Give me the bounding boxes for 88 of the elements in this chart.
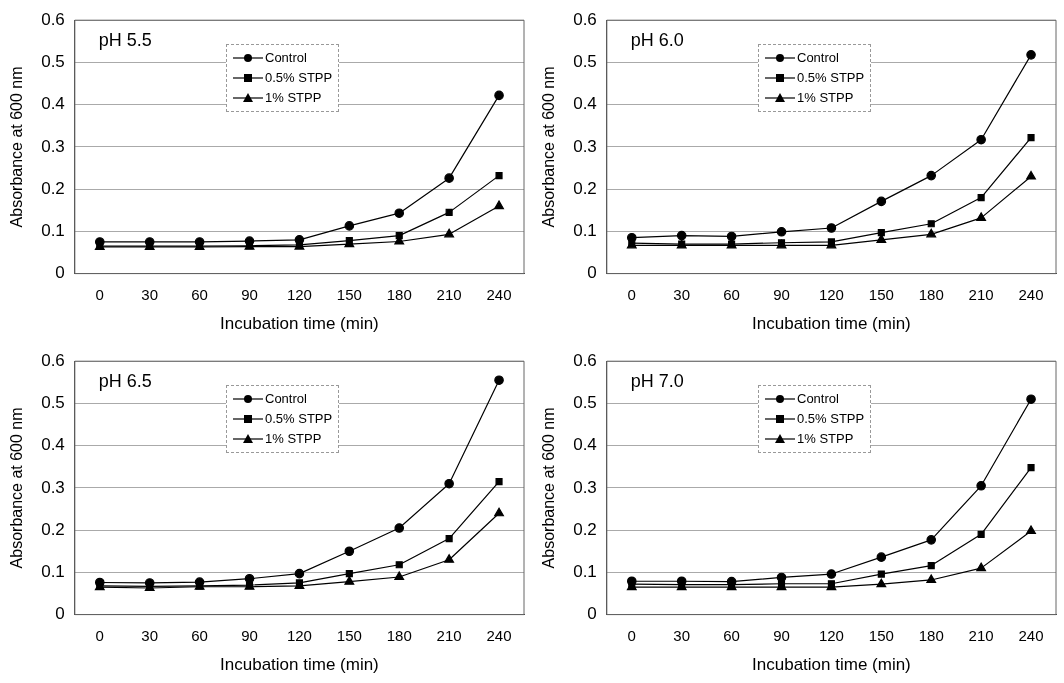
- x-tick-label: 60: [191, 285, 208, 303]
- x-tick-label: 60: [723, 626, 740, 644]
- x-tick-label: 60: [723, 285, 740, 303]
- y-tick-label: 0.1: [573, 562, 597, 582]
- y-tick-label: 0.6: [41, 9, 65, 29]
- x-tick-label: 0: [627, 285, 636, 303]
- x-tick-label: 240: [486, 626, 512, 644]
- annotation: pH 6.5: [98, 371, 152, 392]
- x-tick-label: 0: [627, 626, 636, 644]
- x-tick-label: 180: [918, 626, 944, 644]
- legend-label: Control: [797, 49, 839, 67]
- x-tick-label: 150: [336, 626, 362, 644]
- legend-label: 0.5% STPP: [265, 69, 333, 87]
- x-axis-title: Incubation time (min): [220, 655, 379, 675]
- y-tick-label: 0: [55, 263, 65, 283]
- x-tick-label: 60: [191, 626, 208, 644]
- y-tick-label: 0: [587, 604, 597, 624]
- legend-label: 1% STPP: [797, 89, 854, 107]
- y-tick-label: 0.2: [41, 178, 65, 198]
- x-tick-label: 180: [386, 626, 412, 644]
- x-tick-label: 90: [241, 626, 258, 644]
- x-tick-label: 30: [141, 285, 159, 303]
- y-tick-label: 0.3: [573, 136, 597, 156]
- y-axis-title: Absorbance at 600 nm: [8, 407, 26, 569]
- annotation: pH 5.5: [98, 30, 152, 51]
- x-tick-label: 90: [773, 626, 790, 644]
- y-tick-label: 0.2: [573, 178, 597, 198]
- x-tick-label: 30: [141, 626, 159, 644]
- x-axis-title: Incubation time (min): [752, 655, 911, 675]
- legend-label: 1% STPP: [265, 89, 322, 107]
- y-tick-label: 0.1: [573, 221, 597, 241]
- x-tick-label: 90: [773, 285, 790, 303]
- y-tick-label: 0.4: [41, 94, 65, 114]
- y-axis-title: Absorbance at 600 nm: [8, 66, 26, 228]
- x-tick-label: 210: [436, 285, 462, 303]
- legend-label: 0.5% STPP: [265, 410, 333, 428]
- y-tick-label: 0.2: [573, 519, 597, 539]
- x-tick-label: 120: [286, 285, 312, 303]
- x-tick-label: 240: [1018, 626, 1044, 644]
- legend-label: 0.5% STPP: [797, 69, 865, 87]
- x-tick-label: 150: [868, 626, 894, 644]
- x-tick-label: 210: [968, 626, 994, 644]
- y-axis-title: Absorbance at 600 nm: [540, 66, 558, 228]
- y-tick-label: 0.3: [41, 136, 65, 156]
- y-tick-label: 0.5: [41, 52, 65, 72]
- y-tick-label: 0.4: [573, 94, 597, 114]
- y-tick-label: 0.4: [41, 435, 65, 455]
- x-tick-label: 240: [1018, 285, 1044, 303]
- y-tick-label: 0.6: [41, 350, 65, 370]
- legend-label: Control: [797, 390, 839, 408]
- x-tick-label: 120: [286, 626, 312, 644]
- legend-label: 0.5% STPP: [797, 410, 865, 428]
- x-tick-label: 120: [818, 285, 844, 303]
- y-axis-title: Absorbance at 600 nm: [540, 407, 558, 569]
- x-tick-label: 240: [486, 285, 512, 303]
- y-tick-label: 0.3: [573, 477, 597, 497]
- x-tick-label: 180: [386, 285, 412, 303]
- x-tick-label: 180: [918, 285, 944, 303]
- x-axis-title: Incubation time (min): [220, 314, 379, 334]
- x-tick-label: 0: [95, 626, 104, 644]
- x-tick-label: 30: [673, 285, 691, 303]
- legend-label: 1% STPP: [797, 430, 854, 448]
- x-axis-title: Incubation time (min): [752, 314, 911, 334]
- x-tick-label: 210: [968, 285, 994, 303]
- y-tick-label: 0.6: [573, 9, 597, 29]
- annotation: pH 7.0: [630, 371, 684, 392]
- y-tick-label: 0.2: [41, 519, 65, 539]
- x-tick-label: 150: [868, 285, 894, 303]
- annotation: pH 6.0: [630, 30, 684, 51]
- y-tick-label: 0: [55, 604, 65, 624]
- x-tick-label: 0: [95, 285, 104, 303]
- y-tick-label: 0.6: [573, 350, 597, 370]
- x-tick-label: 30: [673, 626, 691, 644]
- y-tick-label: 0.1: [41, 221, 65, 241]
- x-tick-label: 90: [241, 285, 258, 303]
- x-tick-label: 150: [336, 285, 362, 303]
- legend-label: Control: [265, 390, 307, 408]
- y-tick-label: 0.5: [41, 393, 65, 413]
- x-tick-label: 120: [818, 626, 844, 644]
- y-tick-label: 0.5: [573, 52, 597, 72]
- y-tick-label: 0: [587, 263, 597, 283]
- legend-label: Control: [265, 49, 307, 67]
- y-tick-label: 0.4: [573, 435, 597, 455]
- y-tick-label: 0.3: [41, 477, 65, 497]
- legend-label: 1% STPP: [265, 430, 322, 448]
- x-tick-label: 210: [436, 626, 462, 644]
- y-tick-label: 0.1: [41, 562, 65, 582]
- y-tick-label: 0.5: [573, 393, 597, 413]
